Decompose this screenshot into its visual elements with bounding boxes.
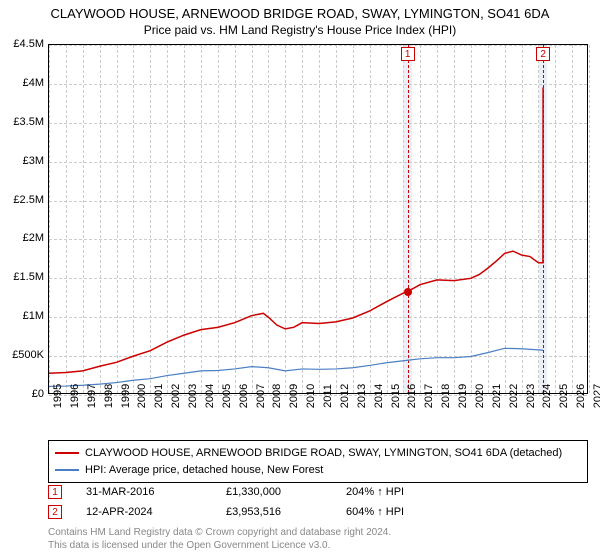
legend-label: CLAYWOOD HOUSE, ARNEWOOD BRIDGE ROAD, SW…: [85, 447, 562, 459]
chart-title: CLAYWOOD HOUSE, ARNEWOOD BRIDGE ROAD, SW…: [0, 0, 600, 23]
x-tick-label: 2010: [305, 384, 317, 408]
x-tick-label: 2019: [457, 384, 469, 408]
y-tick-label: £4.5M: [13, 38, 44, 50]
x-tick-label: 2013: [356, 384, 368, 408]
x-tick-label: 1996: [69, 384, 81, 408]
legend-item: HPI: Average price, detached house, New …: [55, 462, 581, 479]
x-tick-label: 1995: [52, 384, 64, 408]
x-tick-label: 2009: [288, 384, 300, 408]
x-tick-label: 2024: [541, 384, 553, 408]
x-tick-label: 2002: [170, 384, 182, 408]
sale-date: 12-APR-2024: [86, 506, 226, 518]
sale-point-dot: [404, 288, 412, 296]
legend-label: HPI: Average price, detached house, New …: [85, 464, 323, 476]
x-tick-label: 1999: [120, 384, 132, 408]
y-tick-label: £2.5M: [13, 194, 44, 206]
sale-hpi: 604% ↑ HPI: [346, 506, 466, 518]
sale-price: £1,330,000: [226, 486, 346, 498]
legend-swatch: [55, 469, 79, 471]
sales-table: 1 31-MAR-2016£1,330,000204% ↑ HPI 2 12-APR-…: [48, 482, 588, 522]
y-tick-label: £1M: [23, 310, 44, 322]
x-tick-label: 2015: [390, 384, 402, 408]
sale-date: 31-MAR-2016: [86, 486, 226, 498]
x-tick-label: 2023: [525, 384, 537, 408]
legend-item: CLAYWOOD HOUSE, ARNEWOOD BRIDGE ROAD, SW…: [55, 445, 581, 462]
x-tick-label: 2008: [271, 384, 283, 408]
y-tick-label: £0: [32, 388, 44, 400]
sale-hpi: 204% ↑ HPI: [346, 486, 466, 498]
y-tick-label: £3M: [23, 155, 44, 167]
chart-subtitle: Price paid vs. HM Land Registry's House …: [0, 23, 600, 41]
footer-line-2: This data is licensed under the Open Gov…: [48, 539, 391, 552]
y-tick-label: £4M: [23, 77, 44, 89]
chart-svg: [49, 45, 589, 395]
sale-row: 1 31-MAR-2016£1,330,000204% ↑ HPI: [48, 482, 588, 502]
footer-line-1: Contains HM Land Registry data © Crown c…: [48, 526, 391, 539]
x-tick-label: 2014: [373, 384, 385, 408]
y-tick-label: £1.5M: [13, 271, 44, 283]
x-tick-label: 2001: [153, 384, 165, 408]
x-tick-label: 1998: [103, 384, 115, 408]
sale-row: 2 12-APR-2024£3,953,516604% ↑ HPI: [48, 502, 588, 522]
x-tick-label: 2011: [322, 384, 334, 408]
x-tick-label: 2017: [423, 384, 435, 408]
x-tick-label: 2025: [558, 384, 570, 408]
legend: CLAYWOOD HOUSE, ARNEWOOD BRIDGE ROAD, SW…: [48, 440, 588, 483]
x-tick-label: 2003: [187, 384, 199, 408]
x-tick-label: 2027: [592, 384, 600, 408]
x-tick-label: 2012: [339, 384, 351, 408]
x-tick-label: 2022: [508, 384, 520, 408]
footer-attribution: Contains HM Land Registry data © Crown c…: [48, 526, 391, 552]
y-tick-label: £3.5M: [13, 116, 44, 128]
chart-plot-area: 12: [48, 44, 588, 394]
y-tick-label: £2M: [23, 232, 44, 244]
legend-swatch: [55, 452, 79, 454]
x-tick-label: 2026: [575, 384, 587, 408]
x-tick-label: 2021: [491, 384, 503, 408]
y-tick-label: £500K: [12, 349, 44, 361]
x-tick-label: 2004: [204, 384, 216, 408]
x-tick-label: 2000: [136, 384, 148, 408]
x-tick-label: 2016: [406, 384, 418, 408]
x-tick-label: 2007: [255, 384, 267, 408]
sale-tag: 1: [48, 485, 62, 499]
x-tick-label: 2006: [238, 384, 250, 408]
x-tick-label: 2020: [474, 384, 486, 408]
x-tick-label: 1997: [86, 384, 98, 408]
x-tick-label: 2018: [440, 384, 452, 408]
x-tick-label: 2005: [221, 384, 233, 408]
sale-price: £3,953,516: [226, 506, 346, 518]
sale-tag: 2: [48, 505, 62, 519]
